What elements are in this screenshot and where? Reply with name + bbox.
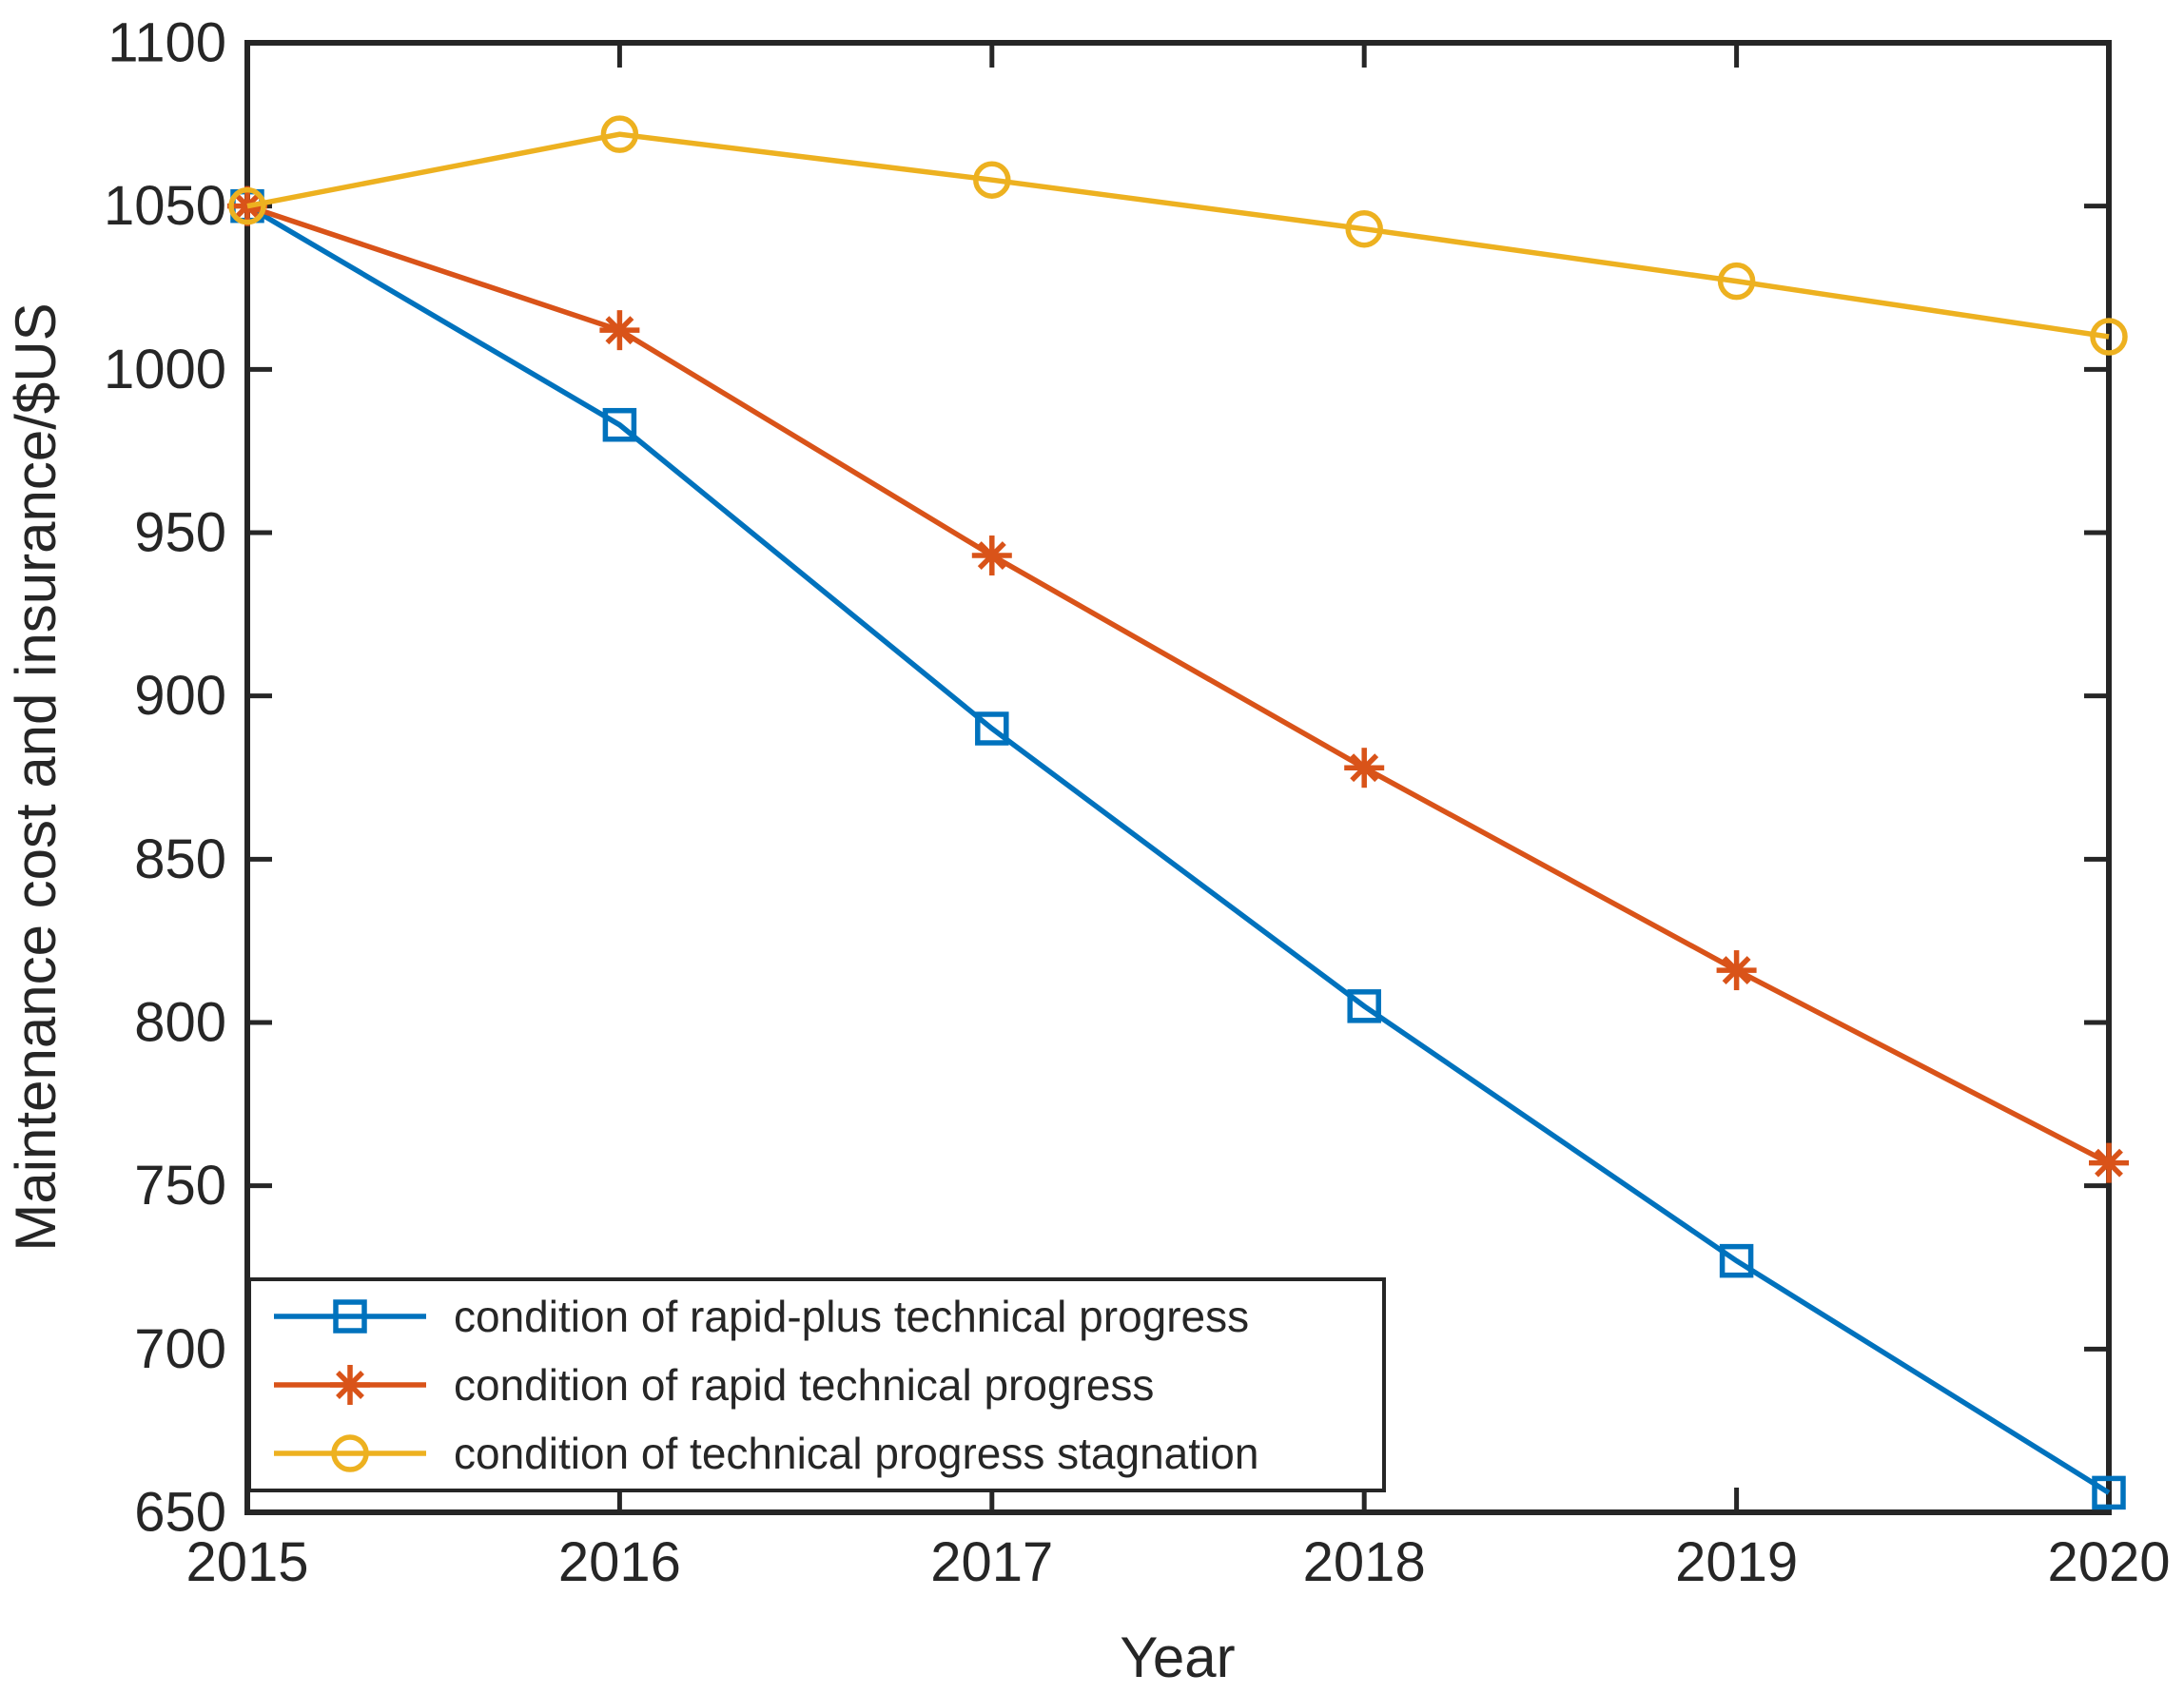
circle-marker xyxy=(228,186,266,225)
square-marker xyxy=(333,1299,367,1334)
x-tick-label: 2015 xyxy=(185,1531,308,1593)
x-tick-label: 2020 xyxy=(2047,1531,2170,1593)
x-tick-label: 2017 xyxy=(930,1531,1053,1593)
series-markers-1 xyxy=(227,185,2129,1183)
legend-item-label: condition of technical progress stagnati… xyxy=(454,1429,1258,1478)
y-tick-label: 800 xyxy=(134,992,226,1054)
series-line-0 xyxy=(245,204,2111,1495)
y-tick-label: 850 xyxy=(134,828,226,890)
y-tick-label: 750 xyxy=(134,1155,226,1217)
circle-marker xyxy=(331,1434,369,1472)
legend-item-label: condition of rapid technical progress xyxy=(454,1360,1154,1410)
circle-marker xyxy=(1345,209,1383,248)
legend-item-label: condition of rapid-plus technical progre… xyxy=(454,1292,1249,1341)
asterisk-marker xyxy=(971,535,1012,576)
square-marker xyxy=(1347,989,1381,1023)
legend-border xyxy=(247,1277,1386,1492)
legend-swatches xyxy=(274,1299,426,1472)
asterisk-marker xyxy=(2089,1142,2129,1183)
y-tick-label: 650 xyxy=(134,1482,226,1544)
asterisk-marker xyxy=(330,1365,370,1405)
series-line-2 xyxy=(246,131,2110,340)
circle-marker xyxy=(1717,262,1756,301)
y-axis-label: Maintenance cost and insurance/$US xyxy=(4,302,68,1251)
plot-area: 2015 2016 2017 2018 2019 2020 650 700 750 800 850 9… xyxy=(104,12,2171,1594)
series-markers-2 xyxy=(228,115,2128,356)
square-marker xyxy=(602,407,637,442)
x-axis-label: Year xyxy=(1120,1626,1235,1689)
y-tick-label: 1000 xyxy=(104,339,226,400)
circle-marker xyxy=(2090,318,2128,356)
x-tick-label: 2016 xyxy=(558,1531,681,1593)
legend: condition of rapid-plus technical progre… xyxy=(247,1277,1386,1492)
square-marker xyxy=(1719,1243,1754,1278)
y-tick-label: 900 xyxy=(134,665,226,727)
y-tick-label: 1050 xyxy=(104,175,226,237)
axes-box xyxy=(244,40,2112,1515)
asterisk-marker xyxy=(1716,950,1757,991)
square-marker xyxy=(2092,1475,2126,1510)
asterisk-marker xyxy=(599,310,640,351)
x-tick-label: 2018 xyxy=(1303,1531,1426,1593)
circle-marker xyxy=(973,161,1011,199)
x-tick-label: 2019 xyxy=(1675,1531,1798,1593)
square-marker xyxy=(975,711,1009,746)
circle-marker xyxy=(600,115,639,153)
y-tick-label: 700 xyxy=(134,1318,226,1380)
asterisk-marker xyxy=(1344,748,1385,789)
series-line-1 xyxy=(246,204,2111,1166)
y-tick-label: 1100 xyxy=(107,12,226,74)
y-tick-label: 950 xyxy=(134,502,226,564)
